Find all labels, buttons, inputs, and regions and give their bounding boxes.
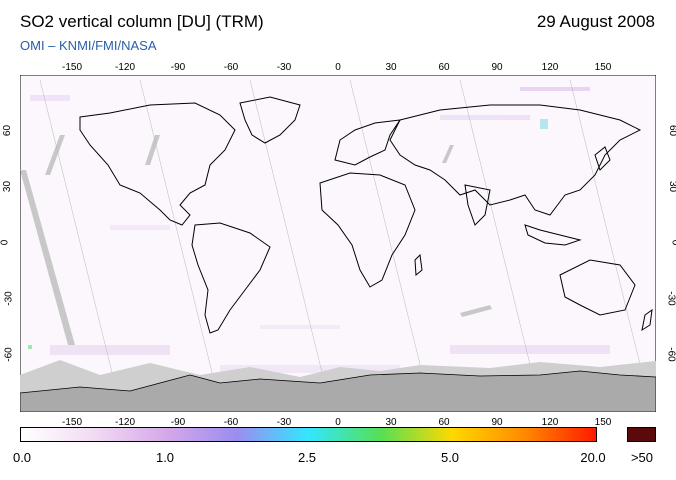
so2-noise xyxy=(28,87,610,373)
lon-tick-bottom: -120 xyxy=(114,417,136,428)
lon-tick-top: 90 xyxy=(491,62,503,73)
lon-tick-bottom: -60 xyxy=(223,417,239,428)
lon-tick-bottom: 120 xyxy=(541,417,559,428)
colorbar xyxy=(20,427,597,442)
colorbar-over-label: >50 xyxy=(630,450,654,465)
lat-tick-left: 60 xyxy=(2,124,14,137)
lat-tick-left: -30 xyxy=(3,291,15,306)
colorbar-over-swatch xyxy=(627,427,656,442)
lon-tick-top: 0 xyxy=(335,62,341,73)
lat-tick-right: 30 xyxy=(666,180,676,193)
lat-tick-left: 0 xyxy=(0,239,11,246)
colorbar-label: 5.0 xyxy=(440,450,460,465)
map-date: 29 August 2008 xyxy=(536,12,655,31)
lon-tick-bottom: -30 xyxy=(276,417,292,428)
lon-tick-top: 60 xyxy=(438,62,450,73)
lat-tick-right: -60 xyxy=(665,347,676,362)
colorbar-label: 2.5 xyxy=(297,450,317,465)
colorbar-label: 20.0 xyxy=(580,450,606,465)
orbit-lines xyxy=(39,79,651,406)
antarctica xyxy=(20,370,656,412)
lat-tick-left: -60 xyxy=(3,347,15,362)
map-background xyxy=(20,75,656,412)
lat-tick-right: -30 xyxy=(665,291,676,306)
lon-tick-top: -60 xyxy=(223,62,239,73)
lon-tick-bottom: 90 xyxy=(491,417,503,428)
orbit-gaps xyxy=(20,135,492,345)
lon-tick-top: 30 xyxy=(385,62,397,73)
lon-tick-top: -120 xyxy=(114,62,136,73)
lon-tick-top: -30 xyxy=(276,62,292,73)
lon-tick-top: -90 xyxy=(170,62,186,73)
lon-tick-bottom: 0 xyxy=(335,417,341,428)
lon-tick-bottom: 150 xyxy=(594,417,612,428)
colorbar-label: 1.0 xyxy=(155,450,175,465)
lat-tick-right: 0 xyxy=(670,240,676,246)
lon-tick-top: 150 xyxy=(594,62,612,73)
lon-tick-top: -150 xyxy=(61,62,83,73)
lon-tick-top: 120 xyxy=(541,62,559,73)
map-title: SO2 vertical column [DU] (TRM) xyxy=(20,12,264,31)
colorbar-label: 0.0 xyxy=(12,450,32,465)
lon-tick-bottom: -150 xyxy=(61,417,83,428)
coastlines xyxy=(79,96,653,334)
lat-tick-left: 30 xyxy=(2,180,14,193)
data-credit: OMI – KNMI/FMI/NASA xyxy=(20,38,157,53)
lat-tick-right: 60 xyxy=(666,124,676,137)
world-map xyxy=(20,75,656,412)
lon-tick-bottom: 60 xyxy=(438,417,450,428)
lon-tick-bottom: -90 xyxy=(170,417,186,428)
lon-tick-bottom: 30 xyxy=(385,417,397,428)
